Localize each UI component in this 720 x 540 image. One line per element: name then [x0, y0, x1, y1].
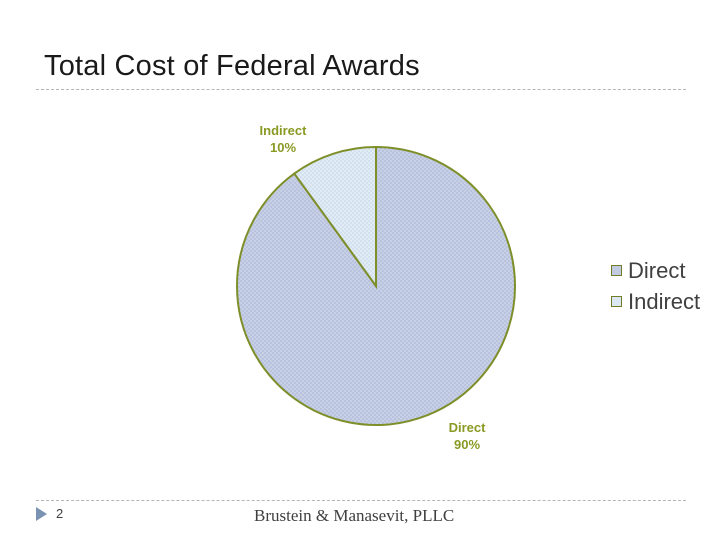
- title-divider: [36, 89, 686, 90]
- legend-item-direct: Direct: [611, 255, 700, 286]
- chart-legend: Direct Indirect: [611, 255, 700, 317]
- slide-title: Total Cost of Federal Awards: [44, 50, 420, 82]
- legend-swatch-indirect: [611, 296, 622, 307]
- pie-slice-indirect: [292, 145, 377, 290]
- legend-label-direct: Direct: [628, 257, 686, 283]
- slide-number: 2: [56, 506, 64, 521]
- slice-label-category-indirect: Indirect: [260, 123, 308, 138]
- footer-divider: [36, 500, 686, 501]
- footer-text: Brustein & Manasevit, PLLC: [254, 506, 455, 525]
- legend-label-indirect: Indirect: [628, 288, 701, 314]
- slide-marker-icon: [36, 507, 47, 521]
- legend-item-indirect: Indirect: [611, 286, 700, 317]
- slice-label-value-indirect: 10%: [270, 140, 296, 155]
- legend-swatch-direct: [611, 265, 622, 276]
- slice-label-value-direct: 90%: [454, 437, 480, 452]
- slice-label-category-direct: Direct: [449, 420, 487, 435]
